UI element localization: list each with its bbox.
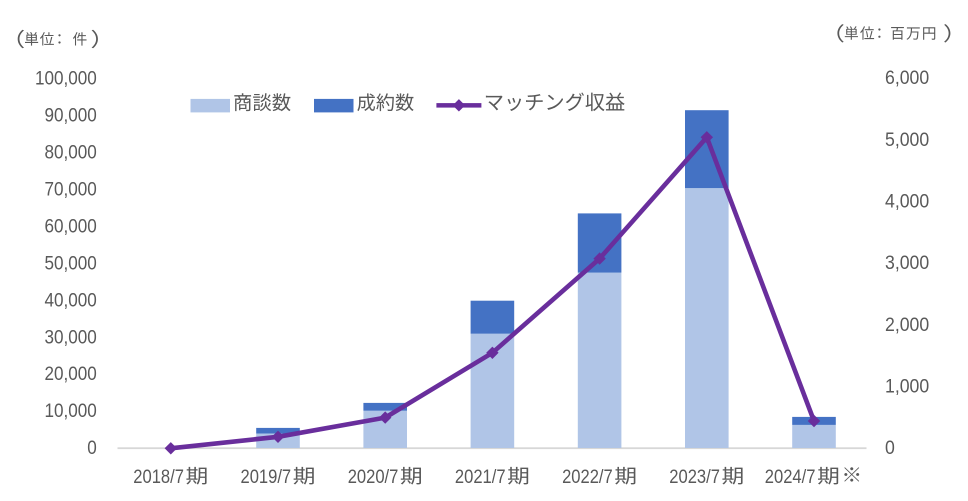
svg-text:40,000: 40,000: [45, 289, 97, 310]
svg-text:2,000: 2,000: [885, 313, 929, 335]
svg-text:4,000: 4,000: [885, 190, 929, 212]
svg-text:30,000: 30,000: [45, 326, 97, 347]
svg-text:0: 0: [885, 437, 895, 459]
svg-text:50,000: 50,000: [45, 252, 97, 273]
svg-text:2020/7: 2020/7: [348, 466, 399, 488]
svg-text:10,000: 10,000: [45, 400, 97, 421]
svg-text:2022/7: 2022/7: [562, 466, 613, 488]
svg-text:2018/7: 2018/7: [133, 466, 184, 488]
svg-text:6,000: 6,000: [885, 66, 929, 88]
svg-text:70,000: 70,000: [45, 178, 97, 199]
svg-text:2019/7: 2019/7: [241, 466, 292, 488]
svg-text:60,000: 60,000: [45, 215, 97, 236]
svg-text:0: 0: [87, 437, 97, 458]
svg-text:2023/7: 2023/7: [669, 466, 720, 488]
svg-text:2024/7: 2024/7: [765, 466, 816, 488]
svg-text:100,000: 100,000: [35, 68, 97, 89]
svg-text:3,000: 3,000: [885, 252, 929, 274]
svg-text:90,000: 90,000: [45, 105, 97, 126]
svg-text:20,000: 20,000: [45, 363, 97, 384]
svg-text:2021/7: 2021/7: [455, 466, 506, 488]
svg-text:1,000: 1,000: [885, 375, 929, 397]
svg-text:80,000: 80,000: [45, 142, 97, 163]
svg-text:5,000: 5,000: [885, 128, 929, 150]
